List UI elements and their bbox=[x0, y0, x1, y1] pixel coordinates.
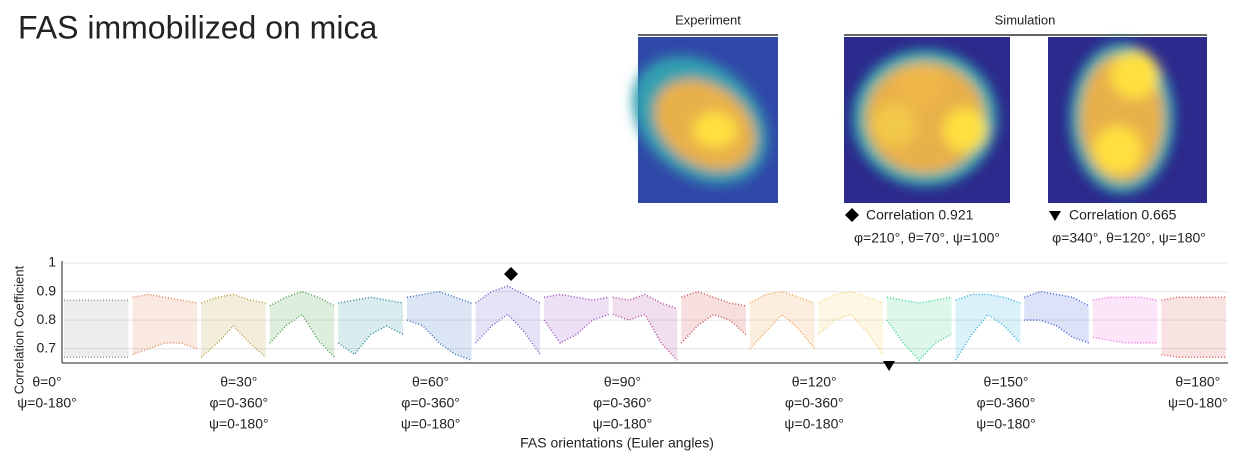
band-area bbox=[544, 294, 609, 343]
band-line bbox=[475, 285, 541, 304]
band-line bbox=[955, 293, 1021, 304]
band-area bbox=[475, 285, 541, 355]
x-group-label: ψ=0-180° bbox=[593, 416, 653, 432]
annotation-text: Correlation 0.921 bbox=[866, 207, 974, 223]
x-group-label: θ=150° bbox=[984, 374, 1029, 390]
x-group-label: ψ=0-180° bbox=[401, 416, 461, 432]
band-area bbox=[269, 291, 335, 358]
x-axis-label: FAS orientations (Euler angles) bbox=[520, 435, 714, 451]
x-group-label: φ=0-360° bbox=[401, 395, 460, 411]
band-line bbox=[612, 293, 678, 310]
experiment-image bbox=[632, 37, 778, 203]
x-group-label: θ=180° bbox=[1175, 374, 1220, 390]
panel-label: Experiment bbox=[675, 12, 741, 27]
x-group-label: θ=90° bbox=[604, 374, 641, 390]
diamond-icon bbox=[845, 208, 859, 222]
band-line bbox=[1092, 336, 1158, 344]
band-line bbox=[1023, 290, 1090, 307]
diamond-marker bbox=[504, 267, 518, 281]
band-line bbox=[543, 313, 609, 344]
plot: 0.7 0.8 0.9 1 θ=0° ψ=0-180° θ=30° φ=0-360° ψ=0-1… bbox=[17, 254, 1228, 432]
band-line bbox=[749, 313, 816, 350]
band-area bbox=[955, 294, 1021, 361]
x-group-label: ψ=0-180° bbox=[976, 416, 1036, 432]
x-group-label: φ=0-360° bbox=[209, 395, 268, 411]
x-group-label: ψ=0-180° bbox=[17, 395, 77, 411]
panel-label: Simulation bbox=[995, 12, 1056, 27]
band-area bbox=[1092, 297, 1158, 343]
band-line bbox=[1024, 319, 1090, 344]
x-group-label: φ=0-360° bbox=[785, 395, 844, 411]
x-group-label: ψ=0-180° bbox=[1168, 395, 1228, 411]
band-area bbox=[338, 297, 403, 355]
band-line bbox=[269, 290, 335, 307]
triangle-icon bbox=[1049, 211, 1061, 221]
annotation-angles: φ=210°, θ=70°, ψ=100° bbox=[854, 230, 1000, 246]
chart-title: FAS immobilized on mica bbox=[18, 9, 377, 45]
band-area bbox=[132, 294, 198, 355]
band-line bbox=[337, 325, 404, 356]
x-group-label: θ=0° bbox=[32, 374, 61, 390]
band-line bbox=[132, 293, 198, 304]
x-group-label: ψ=0-180° bbox=[784, 416, 844, 432]
simulation-image bbox=[844, 37, 1010, 203]
band-line bbox=[543, 293, 609, 301]
x-group-label: θ=120° bbox=[792, 374, 837, 390]
band-area bbox=[818, 291, 884, 355]
x-group-label: θ=60° bbox=[412, 374, 449, 390]
band-area bbox=[681, 291, 746, 343]
x-group-label: φ=0-360° bbox=[977, 395, 1036, 411]
band-line bbox=[474, 313, 541, 355]
band-area bbox=[64, 300, 129, 358]
x-group-label: θ=30° bbox=[220, 374, 257, 390]
triangle-marker bbox=[883, 361, 895, 371]
band-area bbox=[749, 291, 815, 349]
band-line bbox=[1161, 296, 1226, 301]
band-line bbox=[1092, 296, 1158, 301]
y-tick-label: 1 bbox=[48, 254, 56, 270]
band-area bbox=[1161, 297, 1226, 358]
band-line bbox=[338, 296, 404, 304]
band-line bbox=[269, 313, 335, 358]
band-area bbox=[1024, 291, 1089, 343]
band-line bbox=[1161, 353, 1226, 359]
band-area bbox=[612, 294, 678, 361]
y-tick-label: 0.8 bbox=[37, 311, 57, 327]
y-axis-label: Correlation Coefficient bbox=[11, 265, 26, 394]
band-line bbox=[680, 313, 747, 344]
band-line bbox=[200, 324, 267, 358]
y-tick-label: 0.9 bbox=[37, 282, 57, 298]
x-group-label: ψ=0-180° bbox=[209, 416, 269, 432]
band-line bbox=[886, 296, 952, 304]
simulation-image bbox=[1048, 37, 1207, 203]
x-group-label: φ=0-360° bbox=[593, 395, 652, 411]
band-area bbox=[406, 291, 472, 361]
band-line bbox=[818, 290, 884, 304]
band-line bbox=[200, 293, 266, 304]
band-line bbox=[886, 319, 952, 362]
band-line bbox=[406, 319, 472, 361]
band-area bbox=[887, 297, 952, 361]
annotation-angles: φ=340°, θ=120°, ψ=180° bbox=[1052, 230, 1206, 246]
band-line bbox=[749, 290, 815, 304]
annotation-text: Correlation 0.665 bbox=[1069, 207, 1177, 223]
y-tick-label: 0.7 bbox=[37, 339, 57, 355]
